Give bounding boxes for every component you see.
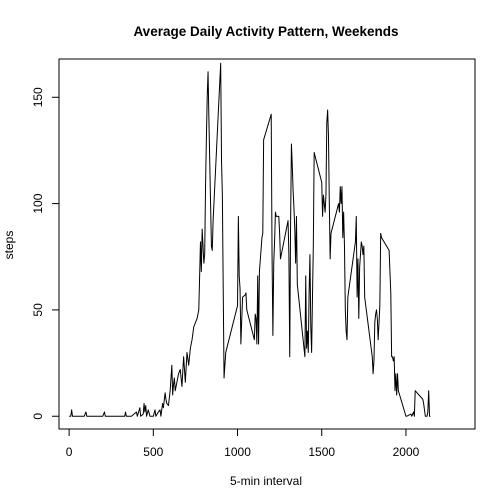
x-axis-label: 5-min interval: [230, 474, 302, 488]
series-line: [69, 62, 431, 417]
x-tick-label: 0: [66, 445, 73, 459]
y-axis: 0 50 100 150: [31, 87, 60, 420]
x-tick-label: 500: [143, 445, 163, 459]
series-layer: [69, 62, 431, 417]
y-tick-label: 0: [31, 413, 45, 420]
x-tick-label: 2000: [393, 445, 420, 459]
plot-frame: [58, 58, 476, 430]
x-tick-label: 1500: [308, 445, 335, 459]
chart-title: Average Daily Activity Pattern, Weekends: [133, 24, 398, 39]
y-tick-label: 50: [31, 303, 45, 317]
x-tick-label: 1000: [224, 445, 251, 459]
y-tick-label: 150: [31, 87, 45, 107]
y-tick-label: 100: [31, 193, 45, 213]
y-axis-label: steps: [2, 231, 16, 260]
x-axis: 0 500 1000 1500 2000: [66, 428, 420, 459]
